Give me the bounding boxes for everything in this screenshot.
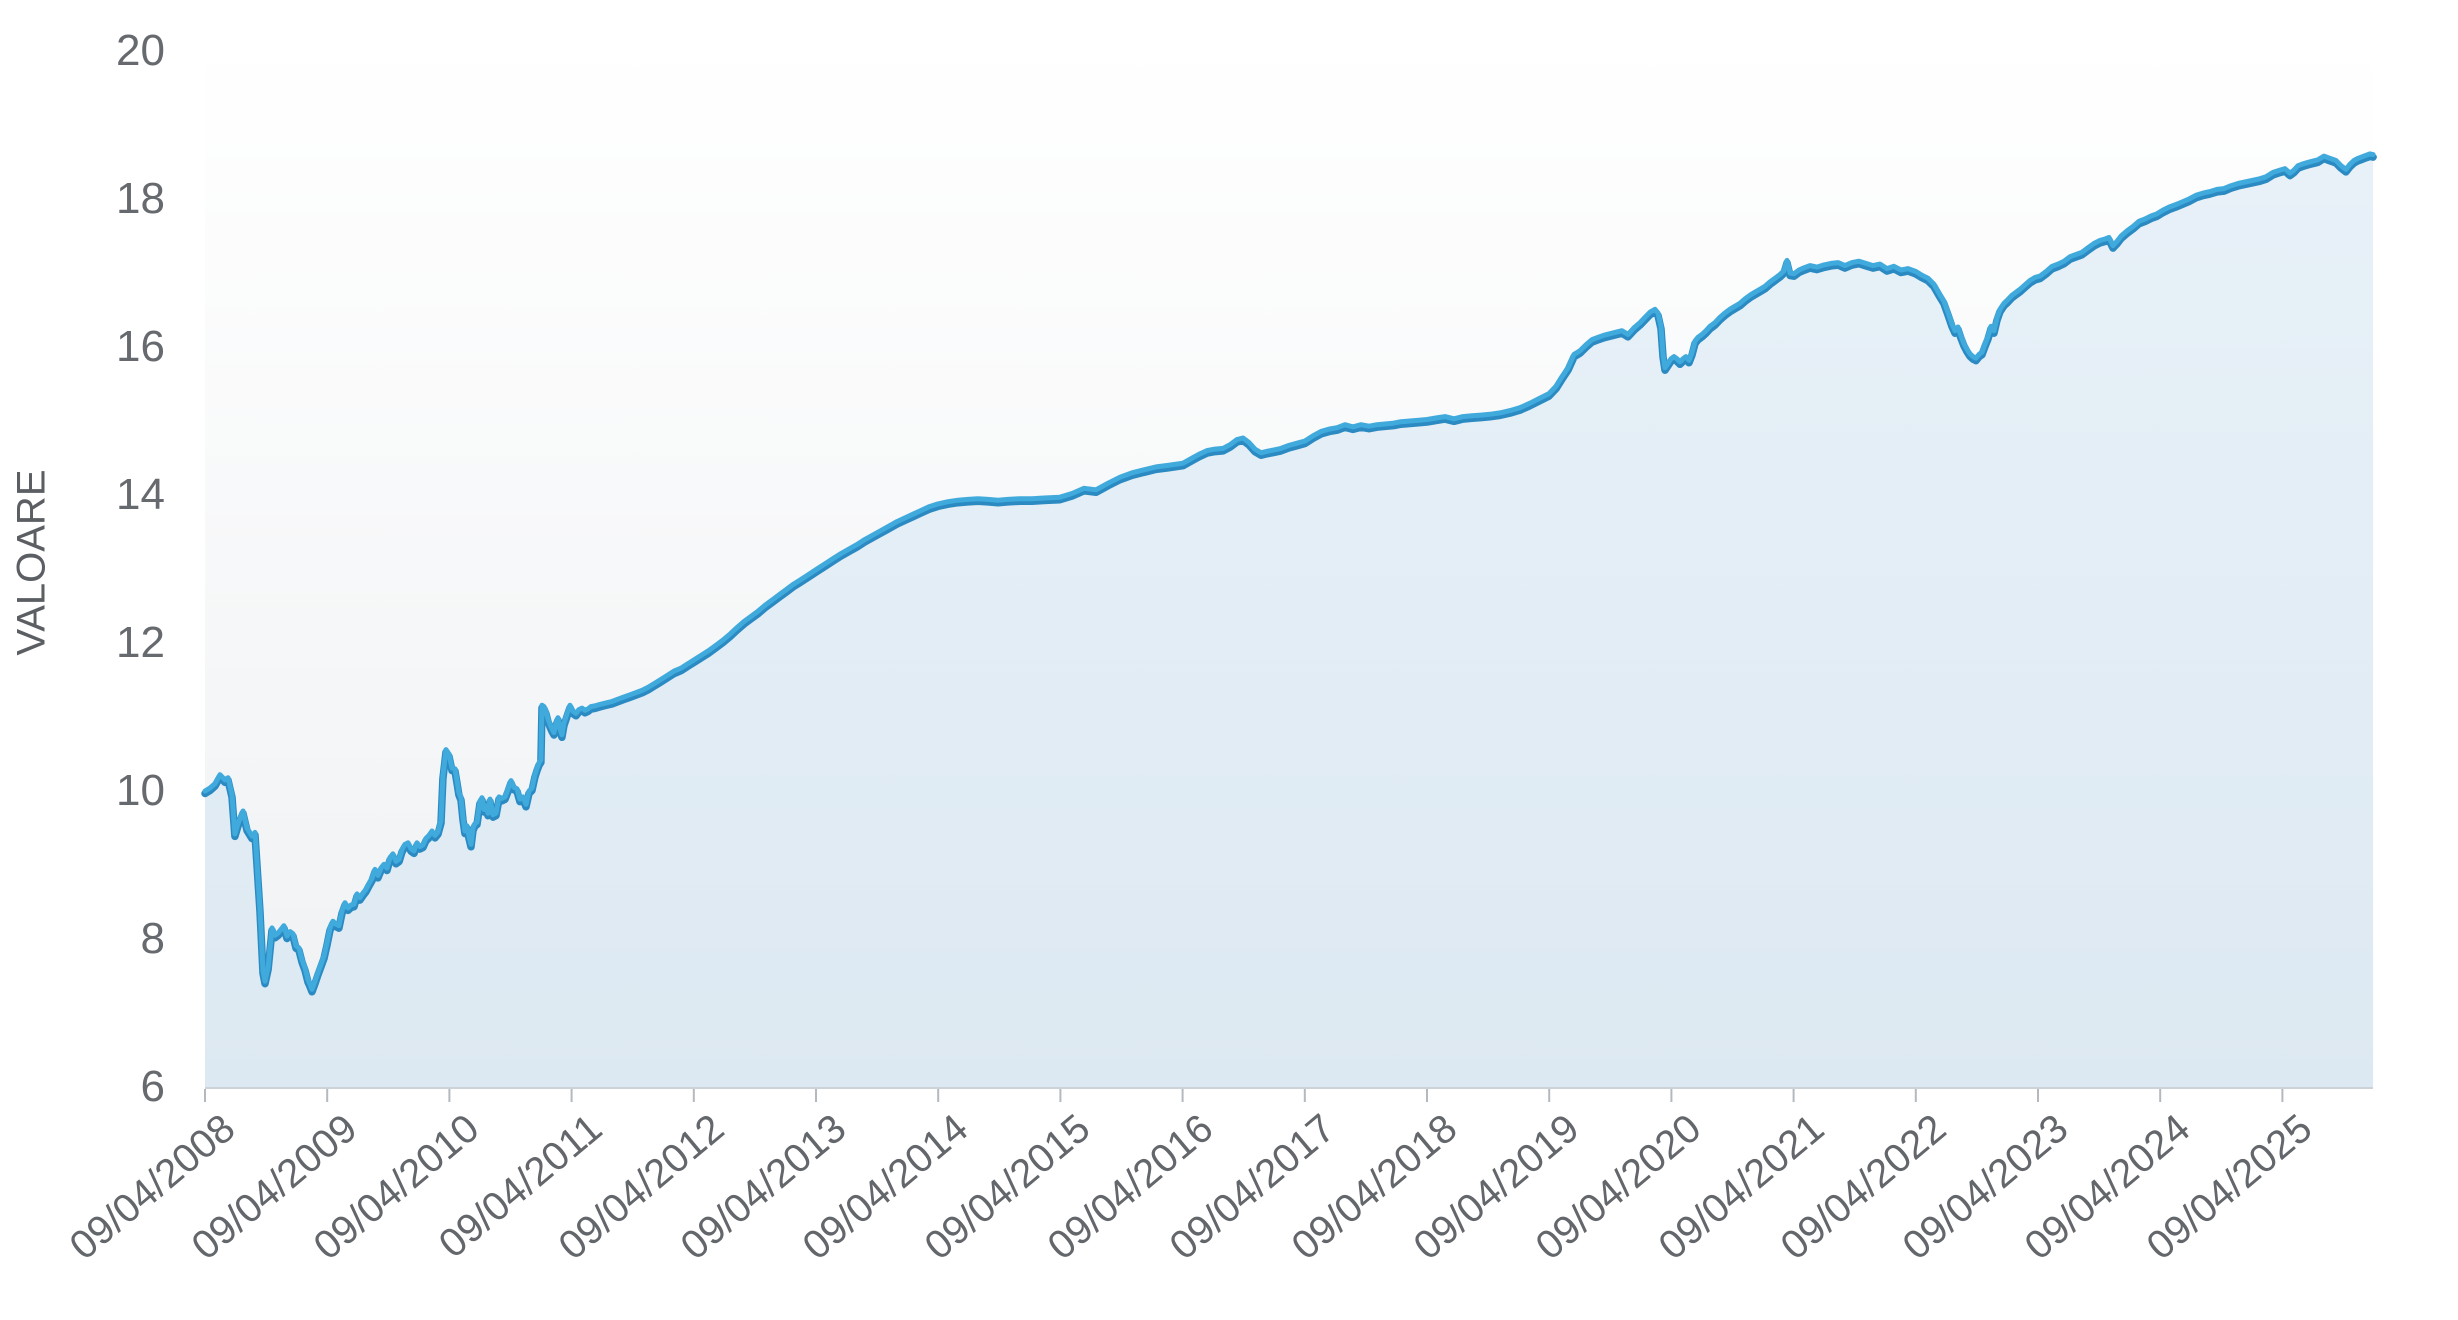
y-tick-label: 12 bbox=[116, 618, 165, 667]
y-tick-label: 8 bbox=[140, 914, 165, 963]
y-tick-label: 14 bbox=[116, 470, 165, 519]
series-line bbox=[202, 151, 2376, 992]
y-tick-label: 20 bbox=[116, 26, 165, 75]
series-area-fill bbox=[205, 153, 2374, 1087]
y-tick-label: 18 bbox=[116, 174, 165, 223]
y-axis-title: VALOARE bbox=[9, 469, 54, 656]
y-tick-label: 16 bbox=[116, 322, 165, 371]
y-tick-label: 6 bbox=[140, 1062, 165, 1111]
x-axis-ticks bbox=[204, 1089, 2284, 1102]
y-tick-label: 10 bbox=[116, 766, 165, 815]
